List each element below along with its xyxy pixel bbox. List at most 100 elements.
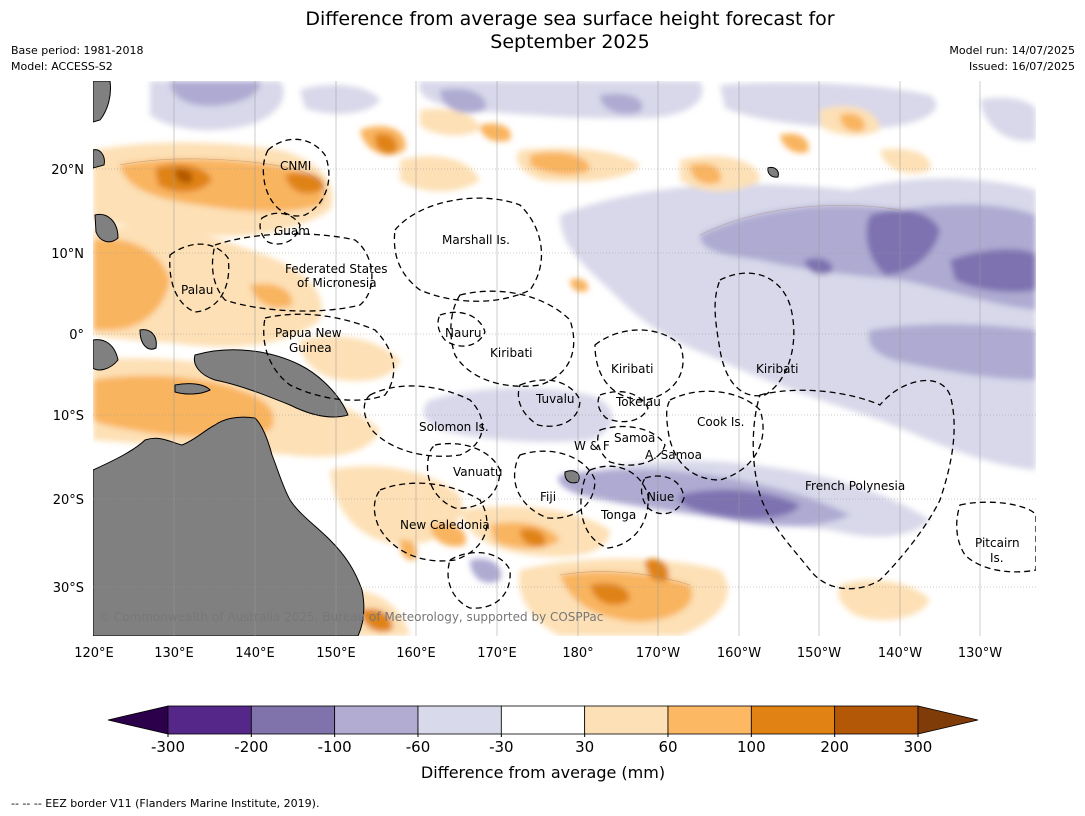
map-plot-area: CNMI Guam Marshall Is. Federated States … [93, 81, 1036, 636]
colorbar-swatch [250, 705, 336, 735]
model-name: Model: ACCESS-S2 [11, 60, 113, 73]
meta-left: Base period: 1981-2018 Model: ACCESS-S2 [11, 43, 143, 75]
label-cnmi: CNMI [280, 159, 311, 173]
label-nauru: Nauru [445, 326, 481, 340]
colorbar-tick-label: 200 [820, 738, 849, 756]
colorbar-tick-label: -30 [489, 738, 514, 756]
colorbar-tick-label: -200 [234, 738, 268, 756]
eez-nauru [437, 311, 486, 347]
colorbar-swatches [107, 705, 979, 735]
label-png-line1: Papua New [275, 326, 342, 340]
eez-pitcairn [956, 501, 1036, 573]
colorbar-tick-label: 30 [575, 738, 594, 756]
eez-footnote: -- -- -- EEZ border V11 (Flanders Marine… [11, 797, 320, 810]
eez-kiribati-gilbert [450, 290, 575, 387]
lon-label-130e: 130°E [154, 646, 194, 661]
colorbar-swatch [334, 705, 419, 735]
lon-label-140e: 140°E [235, 646, 275, 661]
eez-palau [169, 243, 230, 313]
eez-marshall [393, 197, 543, 302]
borneo-land [93, 339, 119, 371]
colorbar-extend-low [107, 705, 169, 735]
eez-vanuatu [426, 442, 501, 509]
colorbar-swatch [417, 705, 502, 735]
colorbar-tick-label: 300 [904, 738, 933, 756]
label-cook-islands: Cook Is. [697, 415, 744, 429]
label-new-caledonia: New Caledonia [400, 518, 490, 532]
lat-label-30s: 30°S [53, 581, 84, 596]
colorbar-swatch [667, 705, 752, 735]
label-tonga: Tonga [600, 508, 636, 522]
label-wallis-futuna: W & F [574, 439, 610, 453]
label-fsm-line2: of Micronesia [297, 276, 377, 290]
label-guam: Guam [274, 224, 310, 238]
eez-borders [169, 138, 1036, 609]
timor-land [174, 383, 211, 395]
colorbar-tick-label: -100 [318, 738, 352, 756]
copyright-notice: © Commonwealth of Australia 2025, Bureau… [98, 610, 603, 624]
label-marshall: Marshall Is. [442, 233, 510, 247]
lon-label-130w: 130°W [958, 646, 1002, 661]
lon-label-140w: 140°W [878, 646, 922, 661]
eez-norfolk [447, 551, 511, 609]
philippines-land [93, 81, 119, 243]
eez-french-polynesia [752, 379, 955, 590]
eez-solomon [363, 385, 483, 457]
colorbar-swatch [750, 705, 836, 735]
longitude-labels: 120°E 130°E 140°E 150°E 160°E 170°E 180°… [74, 646, 1002, 661]
label-fiji: Fiji [540, 490, 556, 504]
map-figure: CNMI Guam Marshall Is. Federated States … [51, 81, 1036, 661]
latitude-labels: 20°N 10°N 0° 10°S 20°S 30°S [51, 163, 84, 596]
issued-date: Issued: 16/07/2025 [968, 60, 1075, 73]
lat-label-20n: 20°N [51, 163, 84, 178]
lat-label-20s: 20°S [53, 493, 84, 508]
eez-cnmi [262, 138, 330, 217]
colorbar-tick-labels: -300 -200 -100 -60 -30 30 60 100 200 300 [151, 734, 932, 756]
eez-cook [666, 390, 764, 481]
label-samoa: Samoa [614, 431, 655, 445]
label-american-samoa: A. Samoa [645, 448, 702, 462]
eez-guam [259, 212, 301, 245]
colorbar-swatch [584, 705, 669, 735]
colorbar-tick-label: 60 [658, 738, 677, 756]
label-palau: Palau [181, 283, 213, 297]
eez-fiji [513, 450, 596, 519]
lat-label-10s: 10°S [53, 409, 84, 424]
land-masses [93, 81, 779, 636]
model-run: Model run: 14/07/2025 [949, 44, 1075, 57]
label-pitcairn-line2: Is. [990, 551, 1004, 565]
lon-label-180: 180° [562, 646, 593, 661]
label-tokelau: Tokelau [615, 395, 661, 409]
hawaii-land [767, 167, 779, 178]
eez-niue [640, 475, 685, 515]
colorbar: -300 -200 -100 -60 -30 30 60 100 200 300 Differen… [107, 705, 979, 782]
new-guinea-land [193, 349, 349, 418]
colorbar-title: Difference from average (mm) [421, 763, 665, 782]
lon-label-160w: 160°W [717, 646, 761, 661]
eez-png [263, 313, 395, 401]
lon-label-120e: 120°E [74, 646, 114, 661]
anomaly-field [93, 81, 1036, 636]
eez-samoa [597, 425, 666, 466]
colorbar-swatch [834, 705, 919, 735]
colorbar-tick-label: -300 [151, 738, 185, 756]
label-kiribati-east: Kiribati [756, 362, 798, 376]
eez-tonga [580, 465, 649, 549]
graticule [93, 81, 1036, 636]
meta-right: Model run: 14/07/2025 Issued: 16/07/2025 [949, 43, 1075, 75]
label-niue: Niue [647, 490, 674, 504]
lat-label-10n: 10°N [51, 247, 84, 262]
sulawesi-land [139, 329, 157, 350]
lon-label-160e: 160°E [396, 646, 436, 661]
colorbar-extend-high [917, 705, 979, 735]
lon-label-150e: 150°E [316, 646, 356, 661]
lon-label-170e: 170°E [477, 646, 517, 661]
lon-label-170w: 170°W [636, 646, 680, 661]
label-french-polynesia: French Polynesia [805, 479, 905, 493]
label-pitcairn-line1: Pitcairn [975, 536, 1020, 550]
label-fsm-line1: Federated States [285, 262, 387, 276]
eez-kiribati-phoenix [594, 329, 684, 401]
title-line-1: Difference from average sea surface heig… [305, 8, 835, 30]
colorbar-swatch [167, 705, 252, 735]
label-vanuatu: Vanuatu [453, 465, 503, 479]
